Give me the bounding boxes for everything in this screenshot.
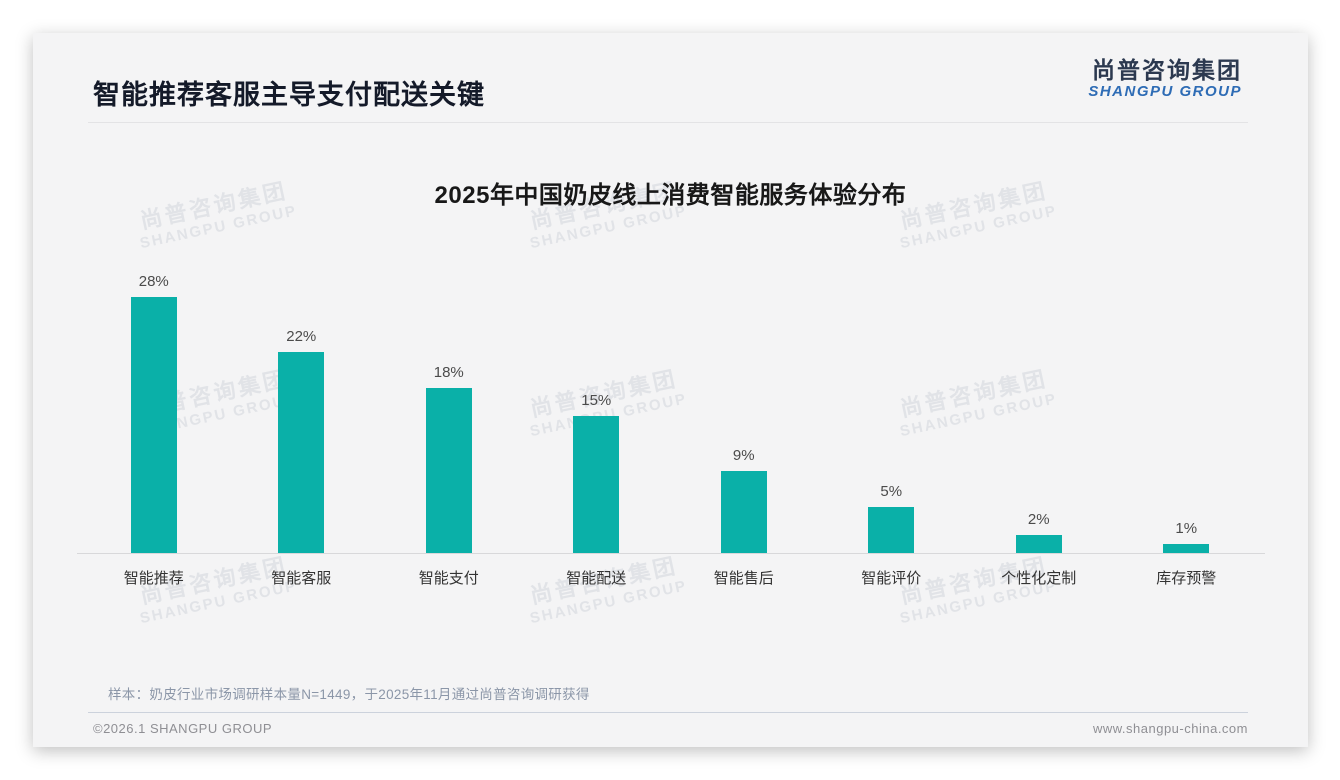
footer-copyright: ©2026.1 SHANGPU GROUP [93, 721, 273, 736]
bar [425, 388, 472, 553]
x-axis-labels: 智能推荐 智能客服 智能支付 智能配送 智能售后 智能评价 个性化定制 库存预警 [80, 567, 1260, 588]
bar-column: 18% [375, 258, 523, 553]
category-label: 智能客服 [271, 570, 332, 587]
header-divider [88, 122, 1248, 123]
category-label: 个性化定制 [1001, 570, 1077, 587]
sample-note: 样本：奶皮行业市场调研样本量N=1449，于2025年11月通过尚普咨询调研获得 [108, 687, 590, 702]
slide-card: 尚普咨询集团 SHANGPU GROUP 尚普咨询集团 SHANGPU GROUP 尚普… [33, 33, 1308, 747]
company-logo: 尚普咨询集团 SHANGPU GROUP [1088, 57, 1242, 100]
chart-title: 2025年中国奶皮线上消费智能服务体验分布 [434, 182, 907, 209]
bar [1163, 544, 1210, 553]
bar-value-label: 22% [286, 328, 317, 345]
category-label: 库存预警 [1156, 570, 1217, 587]
bar-column: 1% [1113, 258, 1261, 553]
bar-value-label: 15% [581, 392, 612, 409]
bar-chart: 28% 22% 18% 15% 9% 5% 2% 1% [80, 258, 1260, 553]
footer-website: www.shangpu-china.com [1092, 721, 1248, 736]
page-title: 智能推荐客服主导支付配送关键 [93, 80, 485, 110]
bar-value-label: 1% [1175, 520, 1198, 537]
category-label: 智能售后 [713, 570, 774, 587]
logo-chinese-name: 尚普咨询集团 [1092, 57, 1242, 83]
bar-column: 5% [818, 258, 966, 553]
bar-column: 22% [228, 258, 376, 553]
bar-value-label: 5% [880, 483, 903, 500]
bar-value-label: 9% [732, 447, 755, 464]
bar [1015, 535, 1062, 553]
bar [720, 471, 767, 553]
category-label: 智能配送 [566, 570, 627, 587]
bar-value-label: 2% [1027, 511, 1050, 528]
footer-divider [88, 712, 1248, 713]
bar [573, 416, 620, 553]
bar-column: 2% [965, 258, 1113, 553]
bar-column: 9% [670, 258, 818, 553]
logo-english-name: SHANGPU GROUP [1088, 83, 1242, 101]
x-axis-line [77, 553, 1265, 554]
bar [130, 297, 177, 553]
bar [868, 507, 915, 553]
category-label: 智能评价 [861, 570, 922, 587]
bar [278, 352, 325, 553]
bar-value-label: 28% [138, 273, 169, 290]
bar-value-label: 18% [433, 364, 464, 381]
category-label: 智能支付 [418, 570, 479, 587]
bar-column: 15% [523, 258, 671, 553]
bar-column: 28% [80, 258, 228, 553]
category-label: 智能推荐 [123, 570, 184, 587]
